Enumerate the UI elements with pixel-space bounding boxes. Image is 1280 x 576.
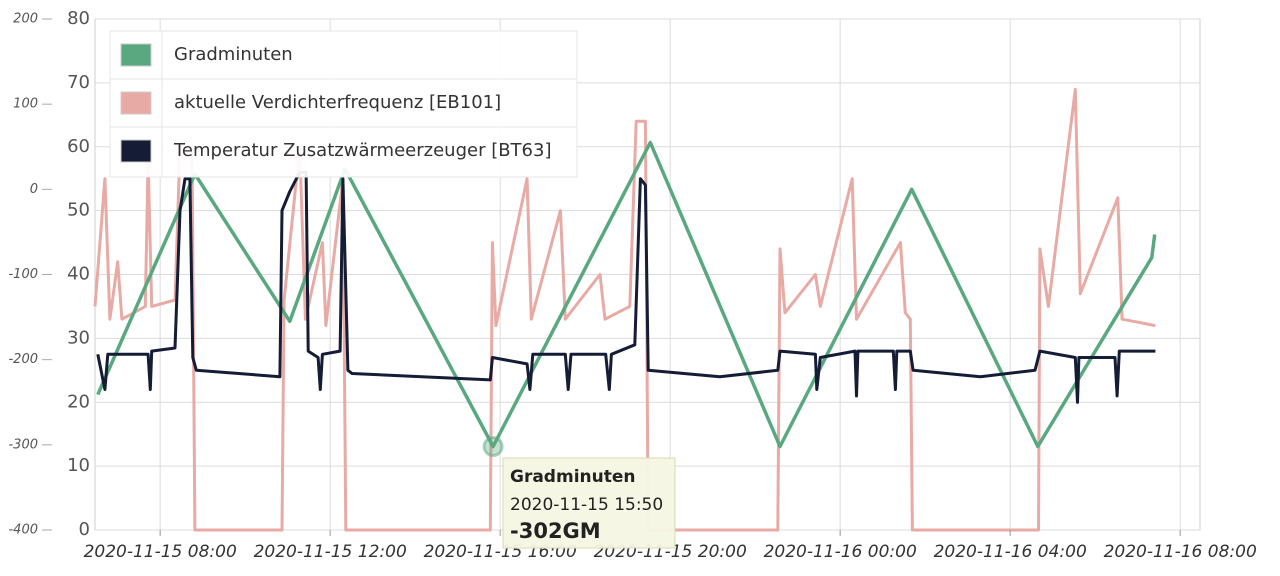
x-tick-label: 2020-11-16 00:00	[764, 542, 917, 562]
y-tick-label: -300	[8, 437, 38, 452]
legend	[109, 30, 578, 178]
lines	[93, 87, 1157, 532]
y-tick-label: 100	[13, 97, 38, 112]
x-tick-label: 2020-11-16 04:00	[934, 542, 1087, 562]
y-tick-label: -100	[8, 267, 38, 282]
y-tick-label: -400	[8, 523, 38, 538]
y-tick-label: 200	[13, 12, 38, 27]
legend-swatch[interactable]	[120, 43, 152, 67]
y-tick-label: -200	[8, 352, 38, 367]
legend-label[interactable]: Gradminuten	[174, 44, 293, 65]
series-line	[93, 87, 1156, 532]
x-tick-label: 2020-11-16 08:00	[1104, 542, 1257, 562]
legend-items: Gradminuten aktuelle Verdichterfrequenz […	[120, 43, 551, 163]
y2-tick-label: 20	[67, 391, 90, 412]
tooltip-title: Gradminuten	[510, 467, 635, 487]
y2-tick-label: 0	[79, 519, 90, 540]
y2-tick-label: 40	[67, 264, 90, 285]
y2-tick-label: 70	[67, 72, 90, 93]
x-tick-label: 2020-11-15 08:00	[84, 542, 237, 562]
y2-tick-label: 30	[67, 327, 90, 348]
legend-label[interactable]: Temperatur Zusatzwärmeerzeuger [BT63]	[173, 140, 551, 161]
y-tick-label: 0	[30, 182, 38, 197]
legend-label[interactable]: aktuelle Verdichterfrequenz [EB101]	[174, 92, 501, 113]
y2-tick-label: 50	[67, 200, 90, 221]
tooltip-box	[502, 457, 676, 549]
y2-tick-label: 10	[67, 455, 90, 476]
tooltip: Gradminuten 2020-11-15 15:50 -302GM	[502, 457, 676, 549]
legend-box	[109, 30, 578, 178]
legend-swatch[interactable]	[120, 91, 152, 115]
x-tick-label: 2020-11-15 12:00	[254, 542, 407, 562]
highlight-point	[482, 436, 504, 458]
legend-swatch[interactable]	[120, 139, 152, 163]
series-line	[96, 170, 1156, 404]
tooltip-value: -302GM	[510, 519, 601, 543]
y2-tick-label: 60	[67, 136, 90, 157]
y2-tick-label: 80	[67, 8, 90, 29]
tooltip-date: 2020-11-15 15:50	[510, 495, 663, 515]
